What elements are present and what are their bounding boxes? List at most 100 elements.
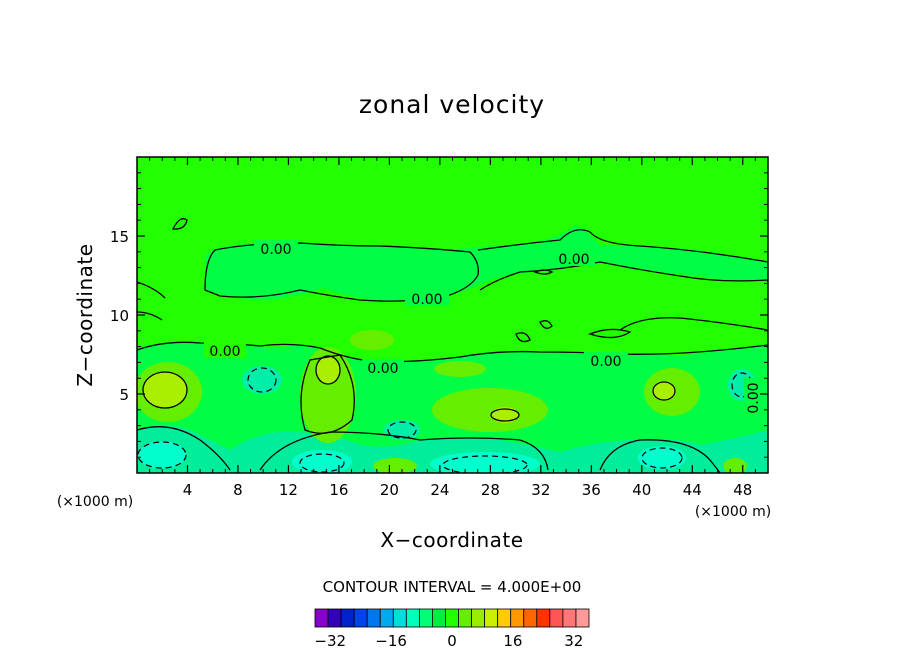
x-unit-right: (×1000 m)	[695, 504, 771, 520]
y-tick-label: 10	[110, 307, 129, 325]
contour-line	[315, 355, 341, 385]
x-tick-label: 8	[233, 481, 243, 499]
contour-line	[539, 320, 553, 329]
x-axis-label: X−coordinate	[380, 528, 523, 552]
contour-region	[350, 330, 394, 350]
contour-line	[619, 317, 768, 331]
colorbar-swatch	[575, 608, 590, 628]
contour-region	[373, 458, 417, 473]
contour-region	[434, 361, 486, 377]
contour-line	[142, 371, 188, 409]
x-tick-label: 24	[430, 481, 449, 499]
y-tick-label: 5	[119, 386, 129, 404]
colorbar-swatch	[458, 608, 472, 628]
colorbar-swatch	[497, 608, 512, 628]
contour-label: 0.00	[558, 252, 589, 268]
colorbar-tick-label: 16	[503, 632, 522, 650]
x-tick-label: 12	[279, 481, 298, 499]
contour-label: 0.00	[746, 382, 762, 413]
colorbar-swatch	[366, 608, 381, 628]
contour-region	[300, 347, 356, 443]
contour-labels: 0.00 0.00 0.00 0.00 0.00 0.00 0.00	[204, 240, 762, 418]
x-tick-label: 40	[632, 481, 651, 499]
colorbar-tick-labels: −32 −16 0 16 32	[314, 632, 583, 650]
contour-interval-text: CONTOUR INTERVAL = 4.000E+00	[323, 578, 582, 596]
contour-line	[479, 261, 768, 291]
x-tick-label: 48	[733, 481, 752, 499]
contour-line	[259, 431, 549, 471]
contour-line	[247, 367, 277, 393]
colorbar-swatch	[379, 608, 394, 628]
contour-line	[515, 332, 531, 343]
contour-region	[138, 441, 186, 469]
plot-area	[137, 157, 768, 473]
x-tick-label: 32	[531, 481, 550, 499]
colorbar-tick-label: −16	[375, 632, 407, 650]
contour-line	[442, 455, 528, 473]
contour-line	[490, 408, 520, 422]
contour-lines-dashed	[137, 367, 753, 473]
contour-region	[205, 225, 768, 302]
contour-line	[641, 447, 683, 469]
contour-region	[292, 450, 352, 473]
y-tick-label: 15	[110, 228, 129, 246]
y-axis-ticks: 5 10 15	[110, 172, 768, 458]
colorbar-swatch	[523, 608, 538, 628]
x-tick-label: 20	[380, 481, 399, 499]
contour-line	[299, 453, 345, 473]
colorbar-swatch	[536, 608, 551, 628]
contour-line	[652, 381, 676, 401]
x-unit-left: (×1000 m)	[57, 494, 133, 510]
contour-line	[137, 426, 231, 471]
contour-line	[387, 421, 417, 439]
colorbar-tick-label: 32	[564, 632, 583, 650]
contour-region	[491, 407, 519, 423]
colorbar-swatch	[471, 608, 486, 628]
colorbar-swatch	[340, 608, 355, 628]
contour-line	[599, 439, 721, 473]
contour-line	[171, 218, 188, 230]
contour-label: 0.00	[367, 361, 398, 377]
contour-line	[477, 229, 768, 263]
x-tick-label: 16	[329, 481, 348, 499]
contour-label: 0.00	[260, 242, 291, 258]
colorbar-swatch	[392, 608, 407, 628]
contour-line	[588, 328, 632, 339]
contour-label: 0.00	[411, 292, 442, 308]
colorbar-swatch	[484, 608, 499, 628]
contour-line	[300, 354, 355, 434]
x-tick-label: 28	[481, 481, 500, 499]
colorbar-swatch	[353, 608, 368, 628]
contour-region	[432, 388, 548, 432]
colorbar-swatch	[445, 608, 459, 628]
colorbar-swatch	[510, 608, 525, 628]
chart-title: zonal velocity	[359, 90, 545, 119]
contour-region	[638, 446, 686, 470]
contour-line	[533, 269, 554, 275]
x-axis-ticks: 4 8 12 16 20 24 28 32 36 40 44 48	[149, 157, 756, 499]
colorbar-swatch	[405, 608, 420, 628]
colorbar-tick-label: 0	[447, 632, 457, 650]
contour-region	[316, 356, 340, 384]
colorbar-swatch	[562, 608, 577, 628]
colorbar-swatch	[314, 608, 329, 628]
colorbar-tick-label: −32	[314, 632, 346, 650]
colorbar-swatch	[549, 608, 564, 628]
contour-region	[143, 372, 187, 408]
y-axis-label: Z−coordinate	[73, 243, 97, 386]
contour-label: 0.00	[209, 344, 240, 360]
colorbar	[314, 608, 590, 628]
colorbar-swatch	[418, 608, 433, 628]
colorbar-swatch	[432, 608, 446, 628]
x-tick-label: 4	[183, 481, 193, 499]
contour-label: 0.00	[590, 354, 621, 370]
contour-region	[723, 458, 747, 473]
contour-region	[430, 452, 540, 473]
contour-fills	[137, 225, 768, 473]
contour-line	[137, 311, 163, 321]
contour-region	[242, 366, 282, 394]
x-tick-label: 36	[582, 481, 601, 499]
contour-line	[137, 441, 187, 469]
x-tick-label: 44	[683, 481, 702, 499]
